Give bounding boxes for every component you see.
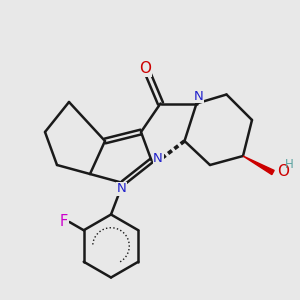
Text: O: O <box>278 164 290 178</box>
Text: H: H <box>285 158 294 171</box>
Text: O: O <box>140 61 152 76</box>
Text: N: N <box>153 152 163 166</box>
Text: N: N <box>194 89 204 103</box>
Text: N: N <box>117 182 126 196</box>
Text: F: F <box>60 214 68 229</box>
Polygon shape <box>243 156 274 175</box>
